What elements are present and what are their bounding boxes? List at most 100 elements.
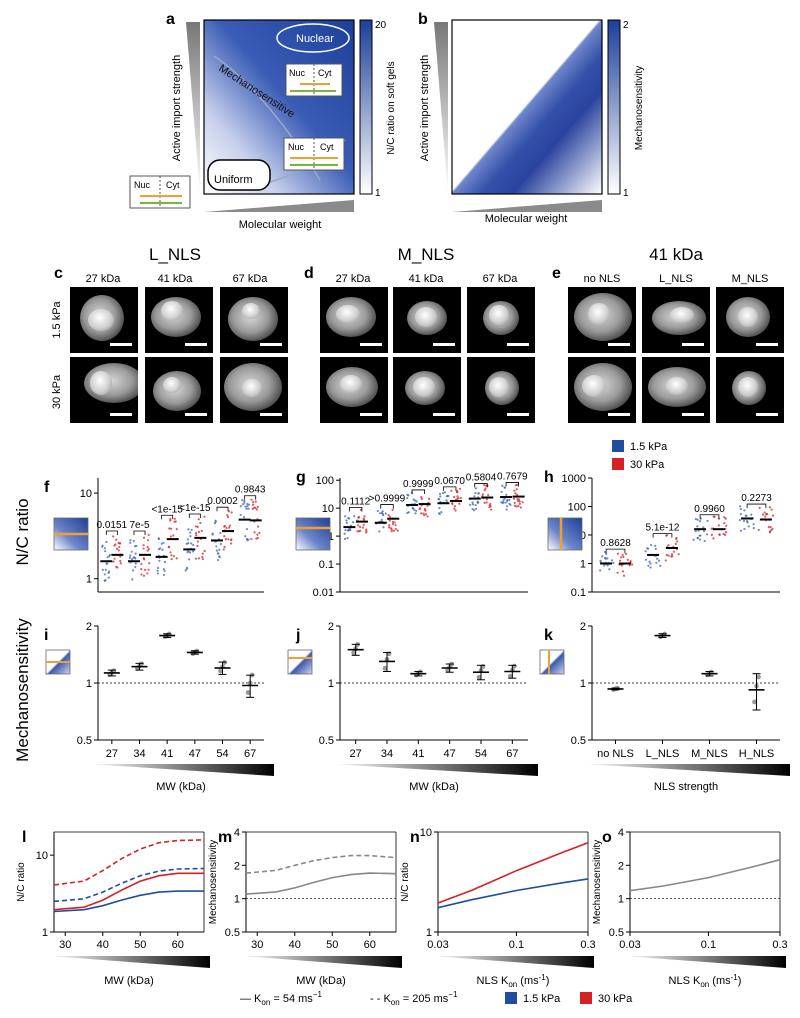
scale-bar (360, 343, 382, 346)
data-point-stiff (116, 547, 119, 551)
import-wedge-a (186, 22, 200, 194)
data-point-soft (101, 544, 104, 547)
data-point-stiff (168, 527, 171, 530)
legend-bottom-soft-swatch (505, 992, 517, 1004)
data-point-stiff (483, 501, 486, 504)
data-point-stiff (768, 531, 772, 534)
x-tick-label: 40 (289, 939, 301, 951)
data-point-soft (130, 558, 134, 561)
significance-bracket (349, 507, 363, 512)
data-point-stiff (390, 528, 393, 531)
data-point-soft (445, 495, 448, 498)
x-tick-label: 0.3 (772, 939, 787, 951)
data-point-soft (644, 550, 647, 553)
data-point-stiff (488, 506, 491, 509)
panel-b: b Active import strength Molecular weigh… (418, 11, 645, 225)
data-point-stiff (622, 555, 625, 559)
data-point-soft (344, 537, 347, 540)
data-point-soft (162, 567, 165, 571)
scale-bar (185, 343, 207, 346)
xlabel-b: Molecular weight (485, 213, 568, 225)
data-point-stiff (194, 557, 198, 560)
cbar-min-b: 1 (623, 188, 629, 199)
data-point-stiff (676, 540, 679, 543)
x-tick-label: 47 (189, 748, 201, 760)
data-point-soft (131, 578, 134, 581)
y-tick-label: 0.5 (77, 735, 92, 747)
data-point-soft (415, 509, 418, 512)
x-tick-label: 47 (444, 748, 456, 760)
x-tick-label: 41 (412, 748, 424, 760)
data-point-soft (130, 550, 133, 553)
data-point-soft (603, 550, 607, 554)
data-point-stiff (456, 495, 459, 498)
y-tick-label: 2 (328, 621, 334, 633)
svg-text:Cyt: Cyt (320, 142, 334, 152)
data-point-stiff (624, 552, 628, 555)
data-point-stiff (514, 492, 517, 495)
data-point-stiff (518, 502, 521, 505)
data-point-stiff (229, 539, 233, 542)
x-tick-label: 0.1 (701, 939, 716, 951)
data-point-stiff (197, 530, 201, 534)
data-point-soft (406, 497, 409, 500)
y-tick-label: 1 (426, 927, 432, 939)
nuc-cyt-box-mid: Nuc Cyt (283, 137, 345, 171)
data-point-stiff (459, 496, 462, 500)
legend-soft-swatch (612, 440, 624, 452)
data-point-soft (750, 513, 753, 516)
x-tick-label: 67 (506, 748, 518, 760)
gradient-wedge (582, 764, 790, 776)
data-point-soft (189, 531, 192, 534)
data-point-stiff (674, 542, 677, 546)
data-point-stiff (253, 531, 256, 534)
data-point-soft (738, 518, 741, 522)
x-axis-label: NLS Kon (ms-1) (477, 973, 550, 989)
data-point-soft (185, 567, 188, 571)
data-point-stiff (484, 487, 487, 490)
data-point-soft (438, 506, 441, 510)
data-point-stiff (230, 511, 233, 514)
data-point-soft (698, 538, 702, 541)
data-point-soft (649, 562, 652, 565)
data-point-stiff (768, 506, 771, 509)
x-tick-label: 67 (244, 748, 256, 760)
data-point-stiff (197, 557, 201, 560)
x-tick-label: M_NLS (691, 748, 728, 760)
x-tick-label: 54 (216, 748, 228, 760)
series-line (53, 839, 205, 886)
x-axis-label: MW (kDa) (296, 975, 346, 987)
data-point-stiff (147, 533, 150, 536)
data-point-stiff (723, 516, 726, 519)
x-tick-label: L_NLS (646, 748, 680, 760)
data-point-soft (500, 490, 503, 493)
p-value-label: 7e-5 (129, 520, 149, 531)
data-point-soft (218, 548, 221, 551)
replicate-point (507, 673, 513, 679)
chart-n: n 10 10.03 0.1 0.3 N/C ratio NLS Kon (ms-1) (400, 827, 596, 989)
replicate-point (245, 690, 251, 695)
data-point-stiff (515, 488, 518, 491)
micrograph (320, 287, 388, 353)
data-point-stiff (513, 489, 516, 492)
data-point-soft (411, 507, 415, 510)
panel-letter-i: i (44, 627, 48, 644)
data-point-stiff (391, 520, 394, 524)
data-point-stiff (112, 560, 115, 563)
data-point-soft (192, 550, 195, 553)
row-c-2: 30 kPa (51, 374, 63, 409)
cbar-max-a: 20 (375, 20, 387, 31)
data-point-soft (443, 491, 447, 494)
data-point-stiff (517, 499, 520, 503)
data-point-soft (219, 542, 222, 546)
data-point-stiff (620, 564, 623, 567)
panel-letter-c: c (54, 265, 63, 282)
data-point-stiff (490, 508, 493, 511)
data-point-stiff (424, 513, 428, 516)
y-tick-label: 0.5 (319, 735, 334, 747)
data-point-stiff (169, 517, 172, 521)
data-point-stiff (357, 524, 360, 527)
data-point-stiff (677, 553, 680, 556)
data-point-stiff (146, 539, 150, 542)
data-point-stiff (458, 487, 462, 490)
